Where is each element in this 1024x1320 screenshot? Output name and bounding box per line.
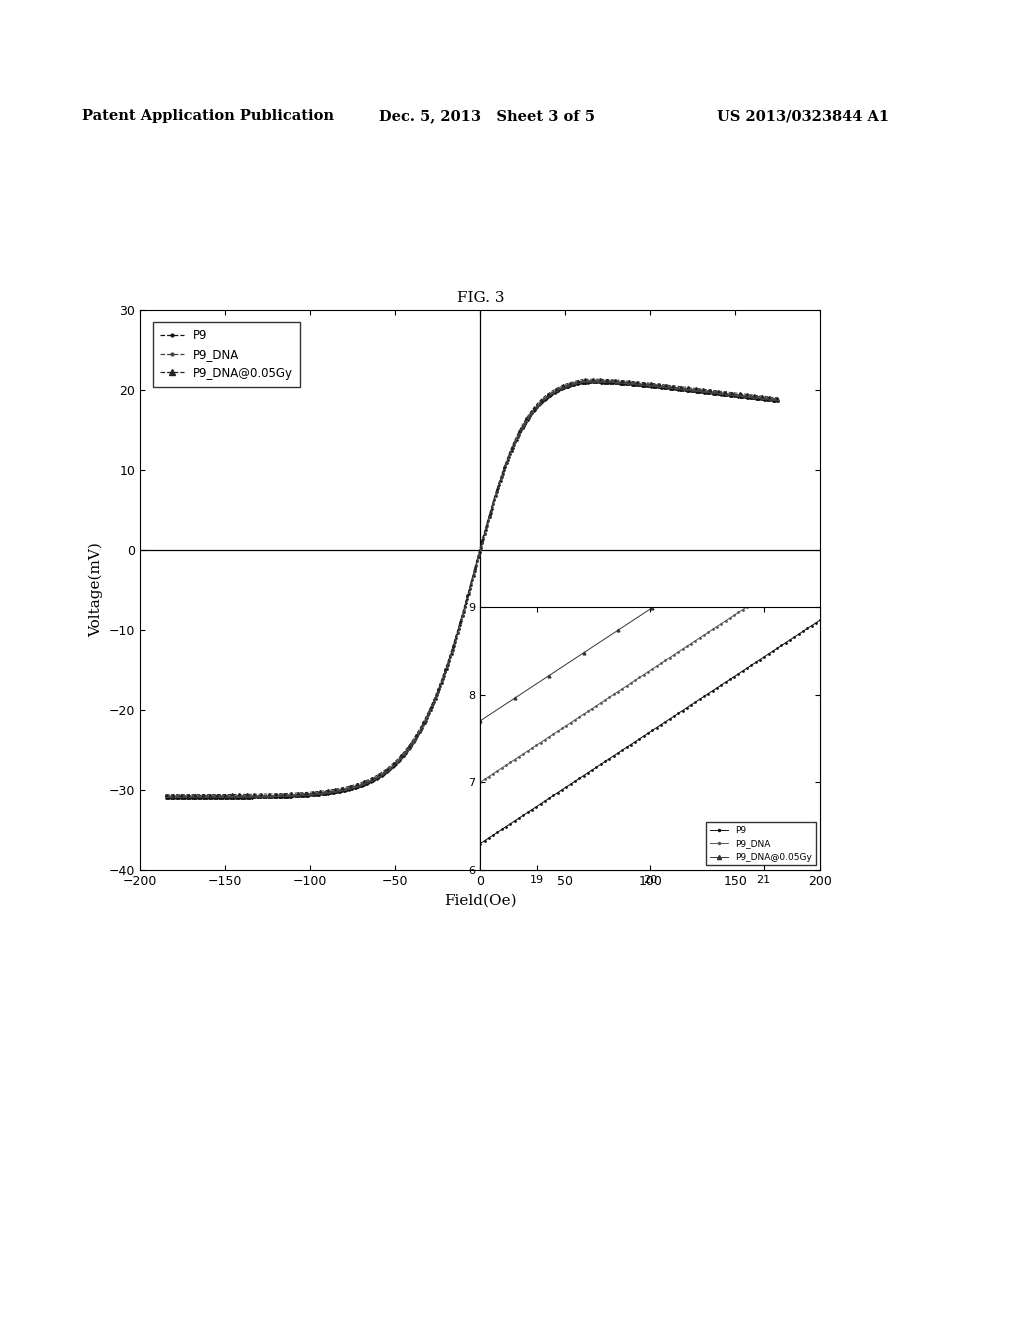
P9 (677, 702, 689, 718)
P9 (524, 408, 537, 424)
Line: P9_DNA@0.05Gy: P9_DNA@0.05Gy (165, 378, 779, 796)
P9 (707, 682, 719, 698)
P9 (474, 836, 486, 851)
P9_DNA@0.05Gy (451, 627, 463, 643)
P9_DNA (814, 550, 826, 566)
P9 (588, 375, 600, 391)
P9_DNA@0.05Gy (663, 378, 675, 393)
Y-axis label: Voltage(mV): Voltage(mV) (89, 543, 103, 638)
P9 (490, 484, 503, 500)
P9_DNA (681, 639, 693, 655)
P9_DNA@0.05Gy (524, 405, 537, 421)
P9_DNA (772, 392, 784, 408)
P9_DNA@0.05Gy (677, 579, 689, 595)
P9_DNA (663, 379, 675, 395)
P9_DNA (490, 483, 503, 499)
Line: P9: P9 (165, 381, 779, 799)
P9_DNA@0.05Gy (814, 490, 826, 506)
Line: P9: P9 (479, 619, 821, 845)
Line: P9_DNA@0.05Gy: P9_DNA@0.05Gy (479, 496, 821, 722)
P9 (451, 630, 463, 645)
X-axis label: Field(Oe): Field(Oe) (444, 894, 516, 907)
Legend: P9, P9_DNA, P9_DNA@0.05Gy: P9, P9_DNA, P9_DNA@0.05Gy (707, 822, 816, 866)
P9 (454, 616, 466, 632)
P9_DNA@0.05Gy (775, 515, 787, 531)
Text: Patent Application Publication: Patent Application Publication (82, 110, 334, 123)
Legend: P9, P9_DNA, P9_DNA@0.05Gy: P9, P9_DNA, P9_DNA@0.05Gy (153, 322, 300, 387)
Text: Dec. 5, 2013   Sheet 3 of 5: Dec. 5, 2013 Sheet 3 of 5 (379, 110, 595, 123)
P9_DNA (625, 676, 637, 692)
P9 (160, 789, 172, 805)
P9_DNA (474, 775, 486, 791)
P9 (693, 692, 706, 708)
P9_DNA@0.05Gy (707, 560, 719, 576)
P9_DNA@0.05Gy (681, 577, 693, 593)
P9 (663, 380, 675, 396)
P9_DNA (693, 630, 706, 645)
P9_DNA@0.05Gy (474, 713, 486, 729)
P9_DNA@0.05Gy (693, 569, 706, 585)
P9_DNA@0.05Gy (588, 371, 600, 387)
P9_DNA@0.05Gy (490, 482, 503, 498)
P9_DNA (451, 628, 463, 644)
P9_DNA (588, 372, 600, 388)
P9_DNA (524, 407, 537, 422)
P9_DNA@0.05Gy (454, 614, 466, 630)
P9 (814, 612, 826, 628)
P9_DNA (677, 642, 689, 657)
P9_DNA@0.05Gy (772, 389, 784, 405)
P9 (758, 392, 770, 408)
P9_DNA (775, 576, 787, 591)
Title: FIG. 3: FIG. 3 (457, 290, 504, 305)
P9_DNA (454, 615, 466, 631)
P9_DNA@0.05Gy (758, 388, 770, 404)
P9 (681, 700, 693, 715)
Line: P9_DNA: P9_DNA (165, 380, 779, 797)
Text: US 2013/0323844 A1: US 2013/0323844 A1 (717, 110, 889, 123)
P9_DNA@0.05Gy (625, 614, 637, 630)
P9_DNA (160, 788, 172, 804)
P9_DNA (758, 389, 770, 405)
Line: P9_DNA: P9_DNA (479, 557, 821, 784)
P9_DNA (707, 622, 719, 638)
P9 (625, 737, 637, 752)
P9 (772, 393, 784, 409)
P9 (775, 638, 787, 653)
P9_DNA@0.05Gy (160, 787, 172, 803)
